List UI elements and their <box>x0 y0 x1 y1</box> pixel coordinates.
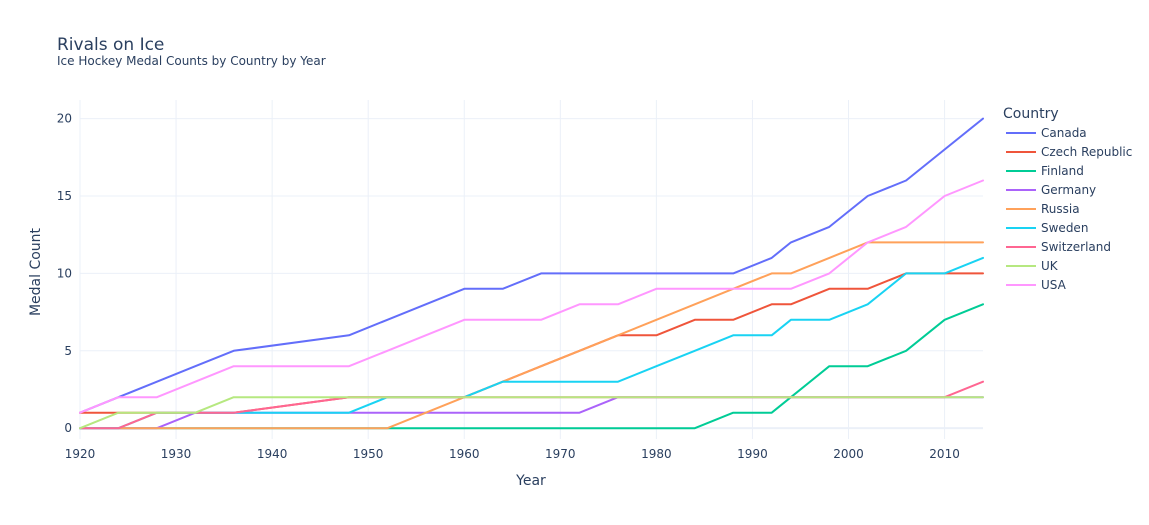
legend-item[interactable]: Czech Republic <box>1006 145 1132 159</box>
series-line-finland <box>79 303 984 430</box>
legend: Canada Czech Republic Finland Germany Russia… <box>1006 126 1132 292</box>
legend-label: UK <box>1041 259 1059 273</box>
x-tick-label: 1980 <box>641 447 672 461</box>
legend-item[interactable]: Germany <box>1006 183 1096 197</box>
legend-label: Finland <box>1041 164 1084 178</box>
chart-subtitle: Ice Hockey Medal Counts by Country by Ye… <box>57 54 326 68</box>
series-line-usa <box>79 179 984 414</box>
chart-title: Rivals on Ice <box>57 35 164 55</box>
legend-label: Switzerland <box>1041 240 1111 254</box>
x-tick-label: 1970 <box>545 447 576 461</box>
y-axis-label: Medal Count <box>28 227 44 316</box>
y-tick-label: 15 <box>57 189 72 203</box>
series-line-sweden <box>79 256 984 430</box>
legend-item[interactable]: Canada <box>1006 126 1087 140</box>
series-line-czech-republic <box>79 272 984 414</box>
x-tick-label: 1990 <box>737 447 768 461</box>
legend-label: Germany <box>1041 183 1096 197</box>
x-tick-label: 1950 <box>353 447 384 461</box>
x-axis-ticks: 1920 1930 1940 1950 1960 1970 1980 1990 2000 2010 <box>65 447 960 461</box>
legend-label: Russia <box>1041 202 1080 216</box>
y-tick-label: 0 <box>64 421 72 435</box>
y-tick-label: 10 <box>57 266 72 280</box>
y-tick-label: 5 <box>64 344 72 358</box>
legend-label: Sweden <box>1041 221 1088 235</box>
legend-item[interactable]: UK <box>1006 259 1059 273</box>
legend-item[interactable]: Finland <box>1006 164 1084 178</box>
legend-item[interactable]: Switzerland <box>1006 240 1111 254</box>
x-tick-label: 1930 <box>161 447 192 461</box>
legend-title: Country <box>1003 106 1059 122</box>
series-line-canada <box>79 117 984 414</box>
legend-label: USA <box>1041 278 1067 292</box>
x-tick-label: 1940 <box>257 447 288 461</box>
legend-item[interactable]: USA <box>1006 278 1067 292</box>
legend-item[interactable]: Sweden <box>1006 221 1088 235</box>
series-lines <box>79 117 984 430</box>
series-line-russia <box>79 241 984 430</box>
x-tick-label: 1920 <box>65 447 96 461</box>
x-tick-label: 1960 <box>449 447 480 461</box>
legend-label: Canada <box>1041 126 1087 140</box>
y-axis-ticks: 0 5 10 15 20 <box>57 112 72 436</box>
legend-label: Czech Republic <box>1041 145 1132 159</box>
y-tick-label: 20 <box>57 112 72 126</box>
series-line-uk <box>79 396 984 430</box>
legend-item[interactable]: Russia <box>1006 202 1080 216</box>
grid <box>79 100 983 439</box>
x-tick-label: 2010 <box>929 447 960 461</box>
x-tick-label: 2000 <box>833 447 864 461</box>
x-axis-label: Year <box>515 473 546 489</box>
